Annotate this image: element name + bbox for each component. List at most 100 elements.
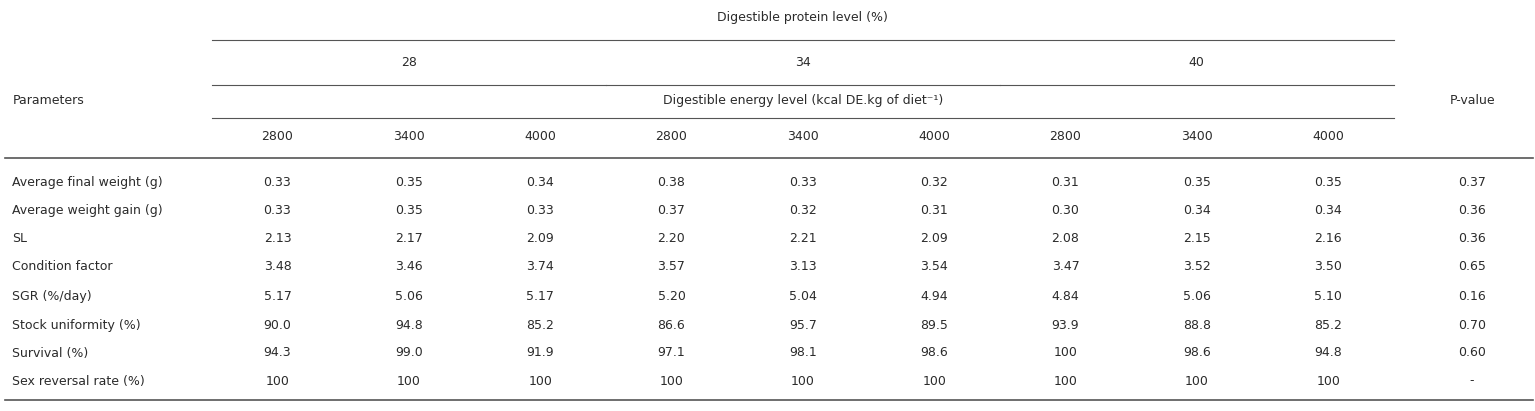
Text: 100: 100 [1053,374,1078,388]
Text: 100: 100 [1315,374,1340,388]
Text: 2.20: 2.20 [657,231,685,245]
Text: 0.32: 0.32 [921,175,949,189]
Text: 5.10: 5.10 [1314,289,1342,302]
Text: 2.17: 2.17 [394,231,422,245]
Text: 93.9: 93.9 [1051,319,1079,332]
Text: 0.35: 0.35 [394,175,422,189]
Text: 0.35: 0.35 [1314,175,1342,189]
Text: 3.54: 3.54 [921,261,949,273]
Text: 100: 100 [1185,374,1208,388]
Text: 94.3: 94.3 [264,346,292,360]
Text: 0.30: 0.30 [1051,203,1079,217]
Text: 3.50: 3.50 [1314,261,1342,273]
Text: 90.0: 90.0 [264,319,292,332]
Text: 3.52: 3.52 [1183,261,1211,273]
Text: 0.70: 0.70 [1458,319,1486,332]
Text: 2.21: 2.21 [789,231,817,245]
Text: 4.94: 4.94 [921,289,949,302]
Text: 95.7: 95.7 [789,319,817,332]
Text: 0.37: 0.37 [1458,175,1486,189]
Text: P-value: P-value [1449,93,1495,106]
Text: 2800: 2800 [1050,131,1081,143]
Text: 2.08: 2.08 [1051,231,1079,245]
Text: 88.8: 88.8 [1183,319,1211,332]
Text: 3.47: 3.47 [1051,261,1079,273]
Text: 2800: 2800 [655,131,688,143]
Text: 0.60: 0.60 [1458,346,1486,360]
Text: 0.34: 0.34 [1183,203,1211,217]
Text: 85.2: 85.2 [1314,319,1342,332]
Text: Stock uniformity (%): Stock uniformity (%) [12,319,141,332]
Text: 91.9: 91.9 [527,346,554,360]
Text: Average final weight (g): Average final weight (g) [12,175,163,189]
Text: 89.5: 89.5 [919,319,949,332]
Text: 2.13: 2.13 [264,231,292,245]
Text: 94.8: 94.8 [394,319,422,332]
Text: 3.57: 3.57 [657,261,686,273]
Text: 5.20: 5.20 [657,289,686,302]
Text: 3400: 3400 [393,131,425,143]
Text: 0.37: 0.37 [657,203,686,217]
Text: 0.34: 0.34 [527,175,554,189]
Text: 0.31: 0.31 [921,203,949,217]
Text: 94.8: 94.8 [1314,346,1342,360]
Text: 100: 100 [660,374,683,388]
Text: 99.0: 99.0 [394,346,422,360]
Text: 4000: 4000 [525,131,556,143]
Text: 97.1: 97.1 [657,346,685,360]
Text: 100: 100 [528,374,553,388]
Text: 3400: 3400 [787,131,818,143]
Text: 0.35: 0.35 [1183,175,1211,189]
Text: 3.13: 3.13 [789,261,817,273]
Text: 2.09: 2.09 [921,231,949,245]
Text: -: - [1471,374,1474,388]
Text: 2.09: 2.09 [527,231,554,245]
Text: SL: SL [12,231,28,245]
Text: 34: 34 [795,56,810,69]
Text: 5.06: 5.06 [1183,289,1211,302]
Text: 0.34: 0.34 [1314,203,1342,217]
Text: 0.38: 0.38 [657,175,686,189]
Text: 4000: 4000 [1312,131,1345,143]
Text: 0.36: 0.36 [1458,203,1486,217]
Text: 4000: 4000 [918,131,950,143]
Text: SGR (%/day): SGR (%/day) [12,289,92,302]
Text: 86.6: 86.6 [657,319,685,332]
Text: 0.33: 0.33 [264,175,292,189]
Text: 98.6: 98.6 [921,346,949,360]
Text: Digestible protein level (%): Digestible protein level (%) [717,12,889,25]
Text: 0.33: 0.33 [264,203,292,217]
Text: 4.84: 4.84 [1051,289,1079,302]
Text: 0.31: 0.31 [1051,175,1079,189]
Text: 0.16: 0.16 [1458,289,1486,302]
Text: 100: 100 [398,374,421,388]
Text: 100: 100 [791,374,815,388]
Text: 28: 28 [401,56,418,69]
Text: Parameters: Parameters [12,93,84,106]
Text: 85.2: 85.2 [527,319,554,332]
Text: 100: 100 [923,374,946,388]
Text: 3.46: 3.46 [394,261,422,273]
Text: 98.6: 98.6 [1183,346,1211,360]
Text: 0.32: 0.32 [789,203,817,217]
Text: Average weight gain (g): Average weight gain (g) [12,203,163,217]
Text: 5.04: 5.04 [789,289,817,302]
Text: Sex reversal rate (%): Sex reversal rate (%) [12,374,144,388]
Text: 100: 100 [1053,346,1078,360]
Text: 5.06: 5.06 [394,289,422,302]
Text: 5.17: 5.17 [527,289,554,302]
Text: 3.74: 3.74 [527,261,554,273]
Text: 98.1: 98.1 [789,346,817,360]
Text: 0.33: 0.33 [527,203,554,217]
Text: Condition factor: Condition factor [12,261,112,273]
Text: 40: 40 [1188,56,1205,69]
Text: 0.36: 0.36 [1458,231,1486,245]
Text: Digestible energy level (kcal DE.kg of diet⁻¹): Digestible energy level (kcal DE.kg of d… [663,93,942,106]
Text: 5.17: 5.17 [264,289,292,302]
Text: 2800: 2800 [261,131,293,143]
Text: 3.48: 3.48 [264,261,292,273]
Text: 2.15: 2.15 [1183,231,1211,245]
Text: 3400: 3400 [1180,131,1213,143]
Text: 0.65: 0.65 [1458,261,1486,273]
Text: 0.35: 0.35 [394,203,422,217]
